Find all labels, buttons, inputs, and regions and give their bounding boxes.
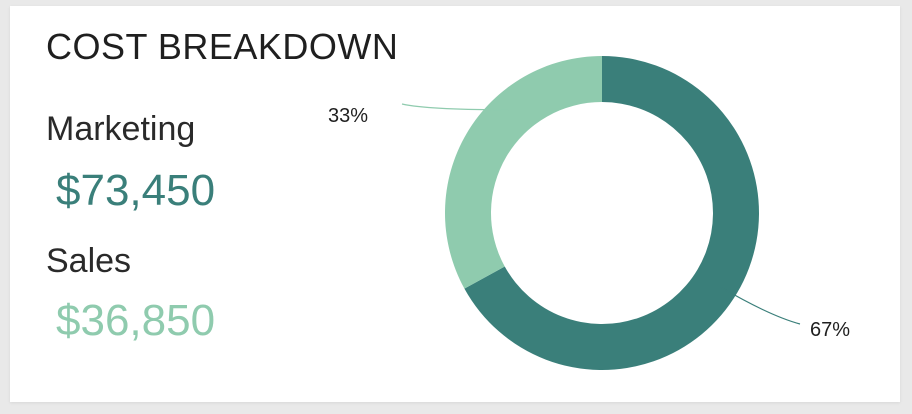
percent-labels: 67% 33% xyxy=(328,105,850,341)
sales-label: Sales xyxy=(46,242,132,280)
sales-value: $36,850 xyxy=(56,296,216,345)
leader-line-sales xyxy=(401,103,509,111)
cost-breakdown-card: COST BREAKDOWN Marketing $73,450 Sales $… xyxy=(10,6,900,402)
donut-slices xyxy=(445,56,759,371)
donut-chart: 67% 33% xyxy=(328,56,850,371)
donut-slice-marketing xyxy=(464,56,759,371)
leader-lines xyxy=(401,103,801,325)
percent-label-marketing: 67% xyxy=(810,319,850,341)
leader-line-marketing xyxy=(719,286,801,325)
percent-label-sales: 33% xyxy=(328,105,368,127)
marketing-value: $73,450 xyxy=(56,166,216,215)
card-title: COST BREAKDOWN xyxy=(46,26,399,67)
marketing-label: Marketing xyxy=(46,110,196,148)
donut-slice-sales xyxy=(445,56,602,289)
